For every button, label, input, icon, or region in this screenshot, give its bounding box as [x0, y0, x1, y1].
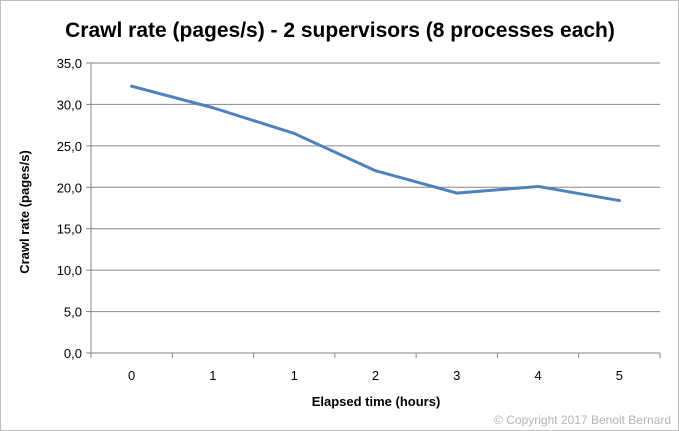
y-tick-label: 30,0 — [57, 97, 82, 112]
y-tick-label: 25,0 — [57, 139, 82, 154]
copyright-text: © Copyright 2017 Benoit Bernard — [494, 413, 671, 427]
axes — [90, 63, 660, 354]
data-point — [292, 131, 296, 135]
data-point — [211, 106, 215, 110]
data-point — [130, 84, 134, 88]
y-tick-label: 0,0 — [64, 346, 82, 361]
y-tick-label: 10,0 — [57, 263, 82, 278]
gridlines — [91, 62, 660, 313]
y-axis-ticks: 0,0 5,0 10,0 15,0 20,0 25,0 30,0 35,0 — [57, 56, 91, 361]
data-point — [374, 169, 377, 173]
y-tick-label: 20,0 — [57, 180, 82, 195]
x-tick-label: 1 — [291, 368, 298, 383]
x-tick-label: 3 — [453, 368, 460, 383]
series-group — [130, 84, 621, 203]
y-tick-label: 5,0 — [64, 305, 82, 320]
x-tick-label: 2 — [372, 368, 379, 383]
x-tick-label: 4 — [534, 368, 541, 383]
data-point — [536, 184, 540, 188]
x-tick-label: 5 — [616, 368, 623, 383]
y-tick-label: 15,0 — [57, 222, 82, 237]
series-line — [130, 84, 621, 203]
y-axis-title: Crawl rate (pages/s) — [17, 150, 32, 274]
y-tick-label: 35,0 — [57, 56, 82, 71]
chart-title: Crawl rate (pages/s) - 2 supervisors (8 … — [65, 19, 615, 42]
x-axis-ticks: 0 1 1 2 3 4 5 — [90, 353, 661, 383]
data-point — [455, 191, 459, 195]
x-tick-label: 0 — [128, 368, 135, 383]
x-axis-title: Elapsed time (hours) — [312, 394, 441, 409]
x-tick-label: 1 — [209, 368, 216, 383]
data-point — [617, 199, 621, 203]
